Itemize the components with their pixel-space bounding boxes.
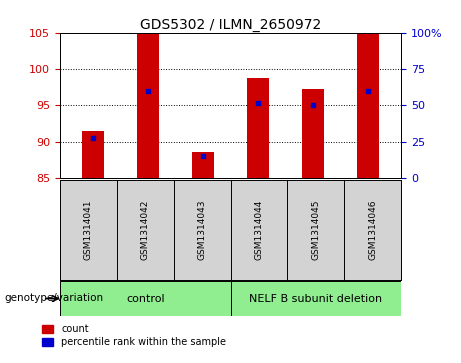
Text: GSM1314044: GSM1314044 [254, 199, 263, 260]
Text: GSM1314046: GSM1314046 [368, 199, 377, 260]
Text: genotype/variation: genotype/variation [5, 293, 104, 303]
Bar [302, 89, 324, 178]
Bar [357, 33, 379, 178]
Text: GSM1314041: GSM1314041 [84, 199, 93, 260]
FancyBboxPatch shape [60, 281, 230, 316]
Title: GDS5302 / ILMN_2650972: GDS5302 / ILMN_2650972 [140, 18, 321, 32]
Bar [247, 78, 269, 178]
FancyBboxPatch shape [230, 281, 401, 316]
Text: control: control [126, 294, 165, 303]
Text: GSM1314042: GSM1314042 [141, 199, 150, 260]
Bar [82, 131, 104, 178]
Legend: count, percentile rank within the sample: count, percentile rank within the sample [42, 324, 226, 347]
Bar [192, 152, 214, 178]
Bar [137, 33, 159, 178]
Text: GSM1314045: GSM1314045 [311, 199, 320, 260]
Text: NELF B subunit deletion: NELF B subunit deletion [249, 294, 382, 303]
Text: GSM1314043: GSM1314043 [198, 199, 207, 260]
